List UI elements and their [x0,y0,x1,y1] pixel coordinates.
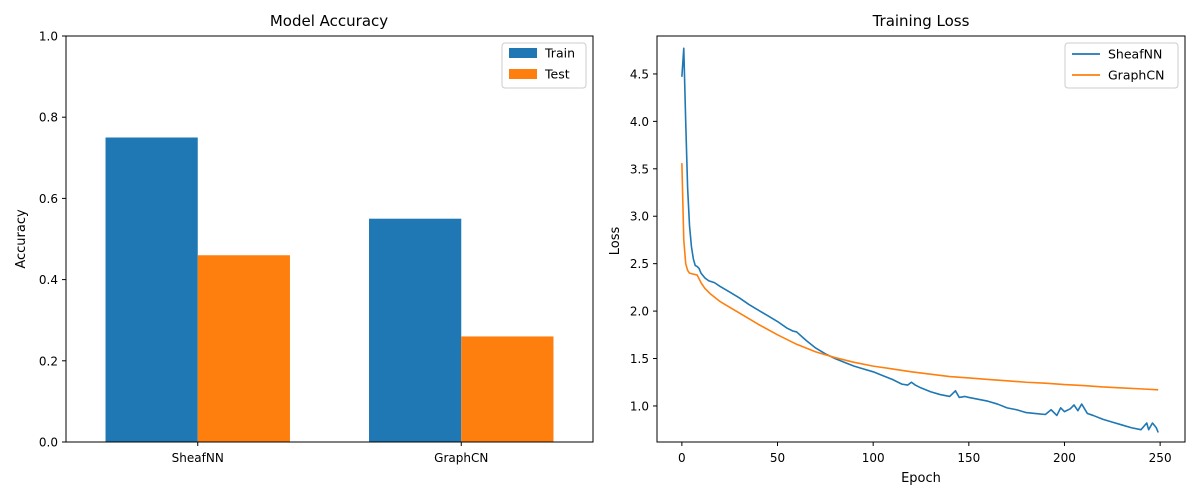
x-tick-label: 250 [1149,451,1172,465]
y-tick-label: 2.5 [630,257,649,271]
y-tick-label: 1.0 [630,399,649,413]
y-tick-label: 0.4 [39,273,58,287]
loss-plot-frame [656,35,1186,443]
legend-swatch-test [509,69,537,79]
loss-lines [681,47,1159,433]
loss-chart: Training Loss Loss Epoch 1.0 1.5 2.0 2.5 3.0… [608,12,1186,486]
accuracy-y-ticks: 0.0 0.2 0.4 0.6 0.8 1.0 [39,30,66,450]
bar-test-sheafnn [197,255,290,442]
y-tick-label: 3.5 [630,162,649,176]
accuracy-legend: Train Test [501,42,587,89]
y-tick-label: 1.5 [630,352,649,366]
accuracy-x-ticks: SheafNN GraphCN [172,442,488,465]
y-tick-label: 4.0 [630,115,649,129]
bar-test-graphcn [461,336,554,442]
line-graphcn [681,163,1159,391]
accuracy-chart-title: Model Accuracy [270,12,388,30]
y-tick-label: 4.5 [630,67,649,81]
loss-legend: SheafNN GraphCN [1064,42,1179,89]
line-sheafnn [681,47,1159,433]
legend-swatch-train [509,48,537,58]
y-tick-label: 0.0 [39,436,58,450]
y-tick-label: 0.2 [39,354,58,368]
legend-label-sheafnn: SheafNN [1108,47,1162,62]
bar-train-sheafnn [105,137,198,442]
x-tick-label: GraphCN [434,451,488,465]
accuracy-chart: Model Accuracy Accuracy 0.0 0.2 0.4 0.6 0.8 1… [14,12,594,465]
x-tick-label: SheafNN [172,451,224,465]
y-tick-label: 3.0 [630,210,649,224]
legend-label-graphcn: GraphCN [1108,68,1164,83]
x-tick-label: 200 [1053,451,1076,465]
loss-x-axis-label: Epoch [901,471,941,486]
accuracy-plot-frame [65,35,594,443]
bar-train-graphcn [369,218,462,442]
loss-x-ticks: 0 50 100 150 200 250 [678,442,1172,465]
y-tick-label: 1.0 [39,30,58,44]
legend-label-train: Train [544,46,575,61]
x-tick-label: 100 [862,451,885,465]
accuracy-bars [105,137,554,442]
y-tick-label: 0.6 [39,192,58,206]
loss-chart-title: Training Loss [872,12,970,30]
x-tick-label: 0 [678,451,686,465]
loss-y-axis-label: Loss [608,227,623,256]
x-tick-label: 50 [770,451,785,465]
y-tick-label: 0.8 [39,111,58,125]
legend-label-test: Test [544,67,570,82]
x-tick-label: 150 [957,451,980,465]
accuracy-y-axis-label: Accuracy [14,209,29,269]
loss-y-ticks: 1.0 1.5 2.0 2.5 3.0 3.5 4.0 4.5 [630,67,657,413]
y-tick-label: 2.0 [630,305,649,319]
